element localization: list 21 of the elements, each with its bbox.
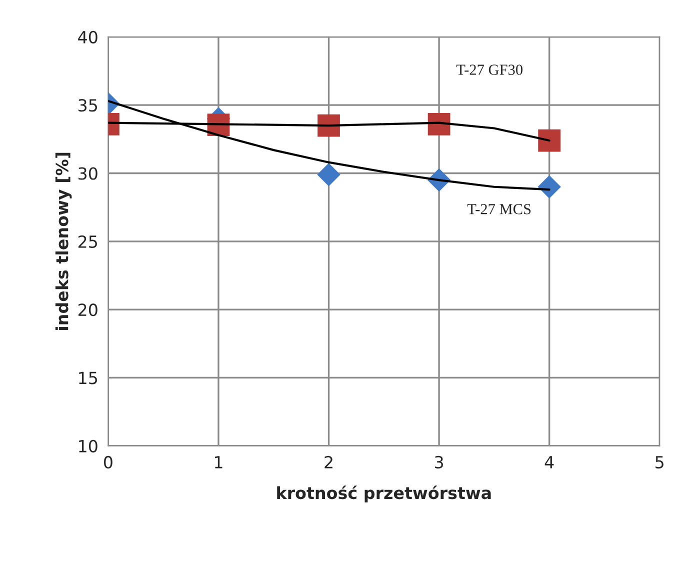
point bbox=[428, 112, 450, 136]
x-tick-label: 2 bbox=[324, 456, 332, 468]
point bbox=[538, 175, 561, 198]
y-tick-label: 10 bbox=[79, 440, 98, 452]
y-tick-label: 20 bbox=[78, 304, 98, 316]
x-axis-title: krotność przetwórstwa bbox=[277, 486, 491, 502]
y-tick-label: 25 bbox=[78, 235, 98, 248]
x-tick-label: 1 bbox=[215, 456, 222, 468]
text: T-27 GF30 bbox=[456, 64, 522, 75]
y-tick-label: 40 bbox=[78, 30, 98, 44]
x-tick-label: 0 bbox=[104, 456, 112, 469]
y-axis-title: indeks tlenowy [%] bbox=[55, 152, 72, 330]
point bbox=[538, 129, 561, 152]
x-tick-label: 5 bbox=[656, 456, 664, 469]
point bbox=[317, 162, 340, 186]
y-tick-label: 30 bbox=[78, 167, 98, 180]
y-tick-label: 15 bbox=[79, 372, 98, 384]
series-label: T-27 MCS bbox=[467, 204, 531, 214]
x-tick-label: 4 bbox=[544, 456, 554, 468]
y-tick-label: 35 bbox=[78, 99, 98, 112]
x-tick-label: 3 bbox=[435, 456, 444, 469]
